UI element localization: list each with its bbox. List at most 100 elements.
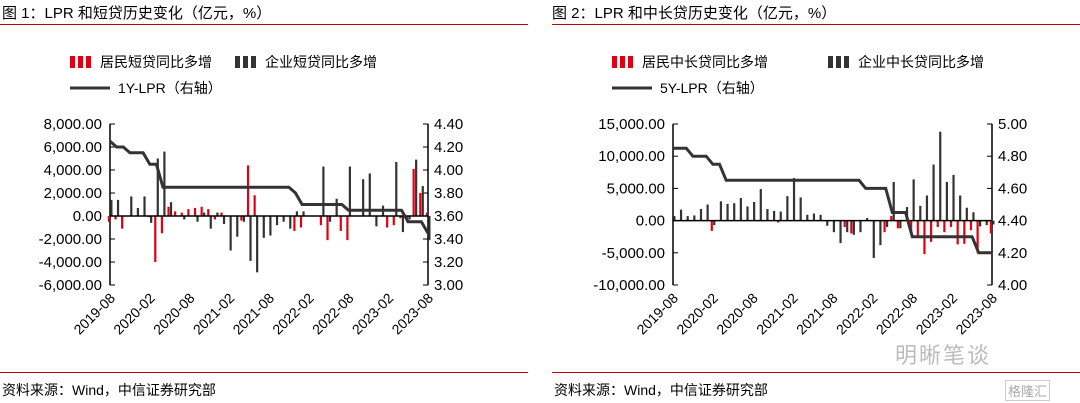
- bar-corporate: [686, 216, 689, 221]
- bar-household: [180, 212, 183, 216]
- y-tick-label: 10,000.00: [598, 148, 665, 165]
- source-rule-2: [552, 372, 1080, 373]
- bar-household: [883, 220, 886, 233]
- y2-tick-label: 4.40: [434, 116, 463, 133]
- bar-corporate: [143, 196, 146, 216]
- bar-household: [399, 216, 402, 219]
- legend-swatch-1: [251, 56, 256, 68]
- bar-corporate: [362, 179, 365, 216]
- y2-tick-label: 5.00: [998, 116, 1027, 133]
- bar-household: [293, 216, 296, 231]
- legend-swatch-1: [243, 56, 248, 68]
- bar-corporate: [866, 218, 869, 221]
- x-tick-label: 2019-08: [70, 290, 118, 338]
- bar-corporate: [839, 220, 842, 244]
- x-tick-label: 2020-08: [150, 290, 198, 338]
- bar-household: [936, 220, 939, 228]
- bar-corporate: [428, 216, 431, 241]
- bar-household: [240, 216, 243, 221]
- bar-household: [220, 212, 223, 216]
- bar-household: [386, 216, 389, 228]
- legend-swatch-1: [844, 56, 849, 68]
- bar-corporate: [408, 216, 411, 220]
- legend-swatch-1: [828, 56, 833, 68]
- bar-corporate: [196, 216, 199, 222]
- source-note-2: 资料来源：Wind，中信证券研究部: [554, 382, 768, 398]
- bar-household: [207, 209, 210, 216]
- legend-swatch-1: [836, 56, 841, 68]
- bar-corporate: [163, 151, 166, 216]
- bar-corporate: [289, 216, 292, 229]
- y-tick-label: -10,000.00: [593, 277, 665, 294]
- x-tick-label: 2022-02: [269, 290, 317, 338]
- bar-corporate: [415, 159, 418, 216]
- bar-corporate: [786, 196, 789, 221]
- bar-household: [976, 220, 979, 253]
- bar-corporate: [295, 211, 298, 216]
- bar-corporate: [679, 209, 683, 221]
- x-tick-label: 2023-02: [913, 290, 961, 338]
- bar-corporate: [925, 195, 929, 221]
- bar-corporate: [912, 179, 915, 221]
- bar-household: [890, 216, 893, 221]
- x-tick-label: 2022-08: [309, 290, 357, 338]
- bar-household: [160, 216, 163, 234]
- bar-household: [949, 220, 953, 228]
- bar-corporate: [965, 207, 968, 221]
- bar-corporate: [183, 216, 186, 220]
- bar-corporate: [766, 209, 769, 221]
- legend-swatch-1: [235, 56, 240, 68]
- bar-household: [392, 216, 395, 226]
- bar-corporate: [209, 216, 212, 229]
- bar-corporate: [879, 220, 882, 246]
- bar-corporate: [852, 220, 855, 235]
- bar-corporate: [892, 181, 895, 221]
- bar-household: [916, 220, 919, 236]
- chart-1: 居民短贷同比多增 企业短贷同比多增 1Y-LPR（右轴） 8,000.00 6,000.…: [39, 54, 464, 338]
- bar-corporate: [799, 197, 802, 221]
- bar-household: [956, 220, 959, 245]
- y2-tick-label: 3.20: [434, 254, 463, 271]
- bar-corporate: [275, 216, 279, 226]
- y-tick-label: 15,000.00: [598, 116, 665, 133]
- bar-household: [963, 220, 966, 244]
- bar-corporate: [726, 203, 729, 221]
- bar-corporate: [348, 166, 351, 216]
- bar-household: [114, 216, 117, 220]
- bar-corporate: [269, 216, 272, 236]
- x-tick-label: 2021-08: [793, 290, 841, 338]
- bar-household: [121, 216, 124, 229]
- bar-corporate: [673, 216, 676, 221]
- source-note-1: 资料来源：Wind，中信证券研究部: [2, 382, 216, 398]
- bar-corporate: [242, 216, 245, 222]
- bar-corporate: [846, 220, 849, 233]
- y-tick-label: -2,000.00: [39, 231, 102, 248]
- bar-corporate: [985, 220, 988, 226]
- bar-corporate: [421, 186, 424, 216]
- bar-corporate: [229, 216, 232, 251]
- bar-corporate: [401, 216, 404, 233]
- legend-label-0: 居民中长贷同比多增: [642, 54, 768, 70]
- bar-corporate: [116, 199, 120, 216]
- bar-corporate: [733, 203, 736, 221]
- y-tick-label: 6,000.00: [44, 139, 102, 156]
- bar-household: [850, 220, 853, 234]
- bar-corporate: [992, 220, 995, 225]
- bar-corporate: [203, 212, 206, 216]
- bar-corporate: [772, 210, 776, 221]
- bar-corporate: [395, 161, 398, 216]
- chart-1-title: 图 1：LPR 和短贷历史变化（亿元，%）: [2, 5, 272, 22]
- lpr-line: [673, 146, 992, 255]
- bar-household: [346, 216, 349, 241]
- bar-household: [154, 216, 157, 262]
- bar-corporate: [130, 196, 133, 216]
- x-tick-label: 2022-08: [873, 290, 921, 338]
- bar-corporate: [368, 173, 371, 216]
- bar-corporate: [979, 220, 982, 227]
- bar-household: [167, 206, 170, 216]
- y2-tick-label: 3.40: [434, 231, 463, 248]
- bar-corporate: [945, 181, 948, 221]
- bar-household: [326, 216, 329, 241]
- legend-swatch-0: [612, 56, 617, 68]
